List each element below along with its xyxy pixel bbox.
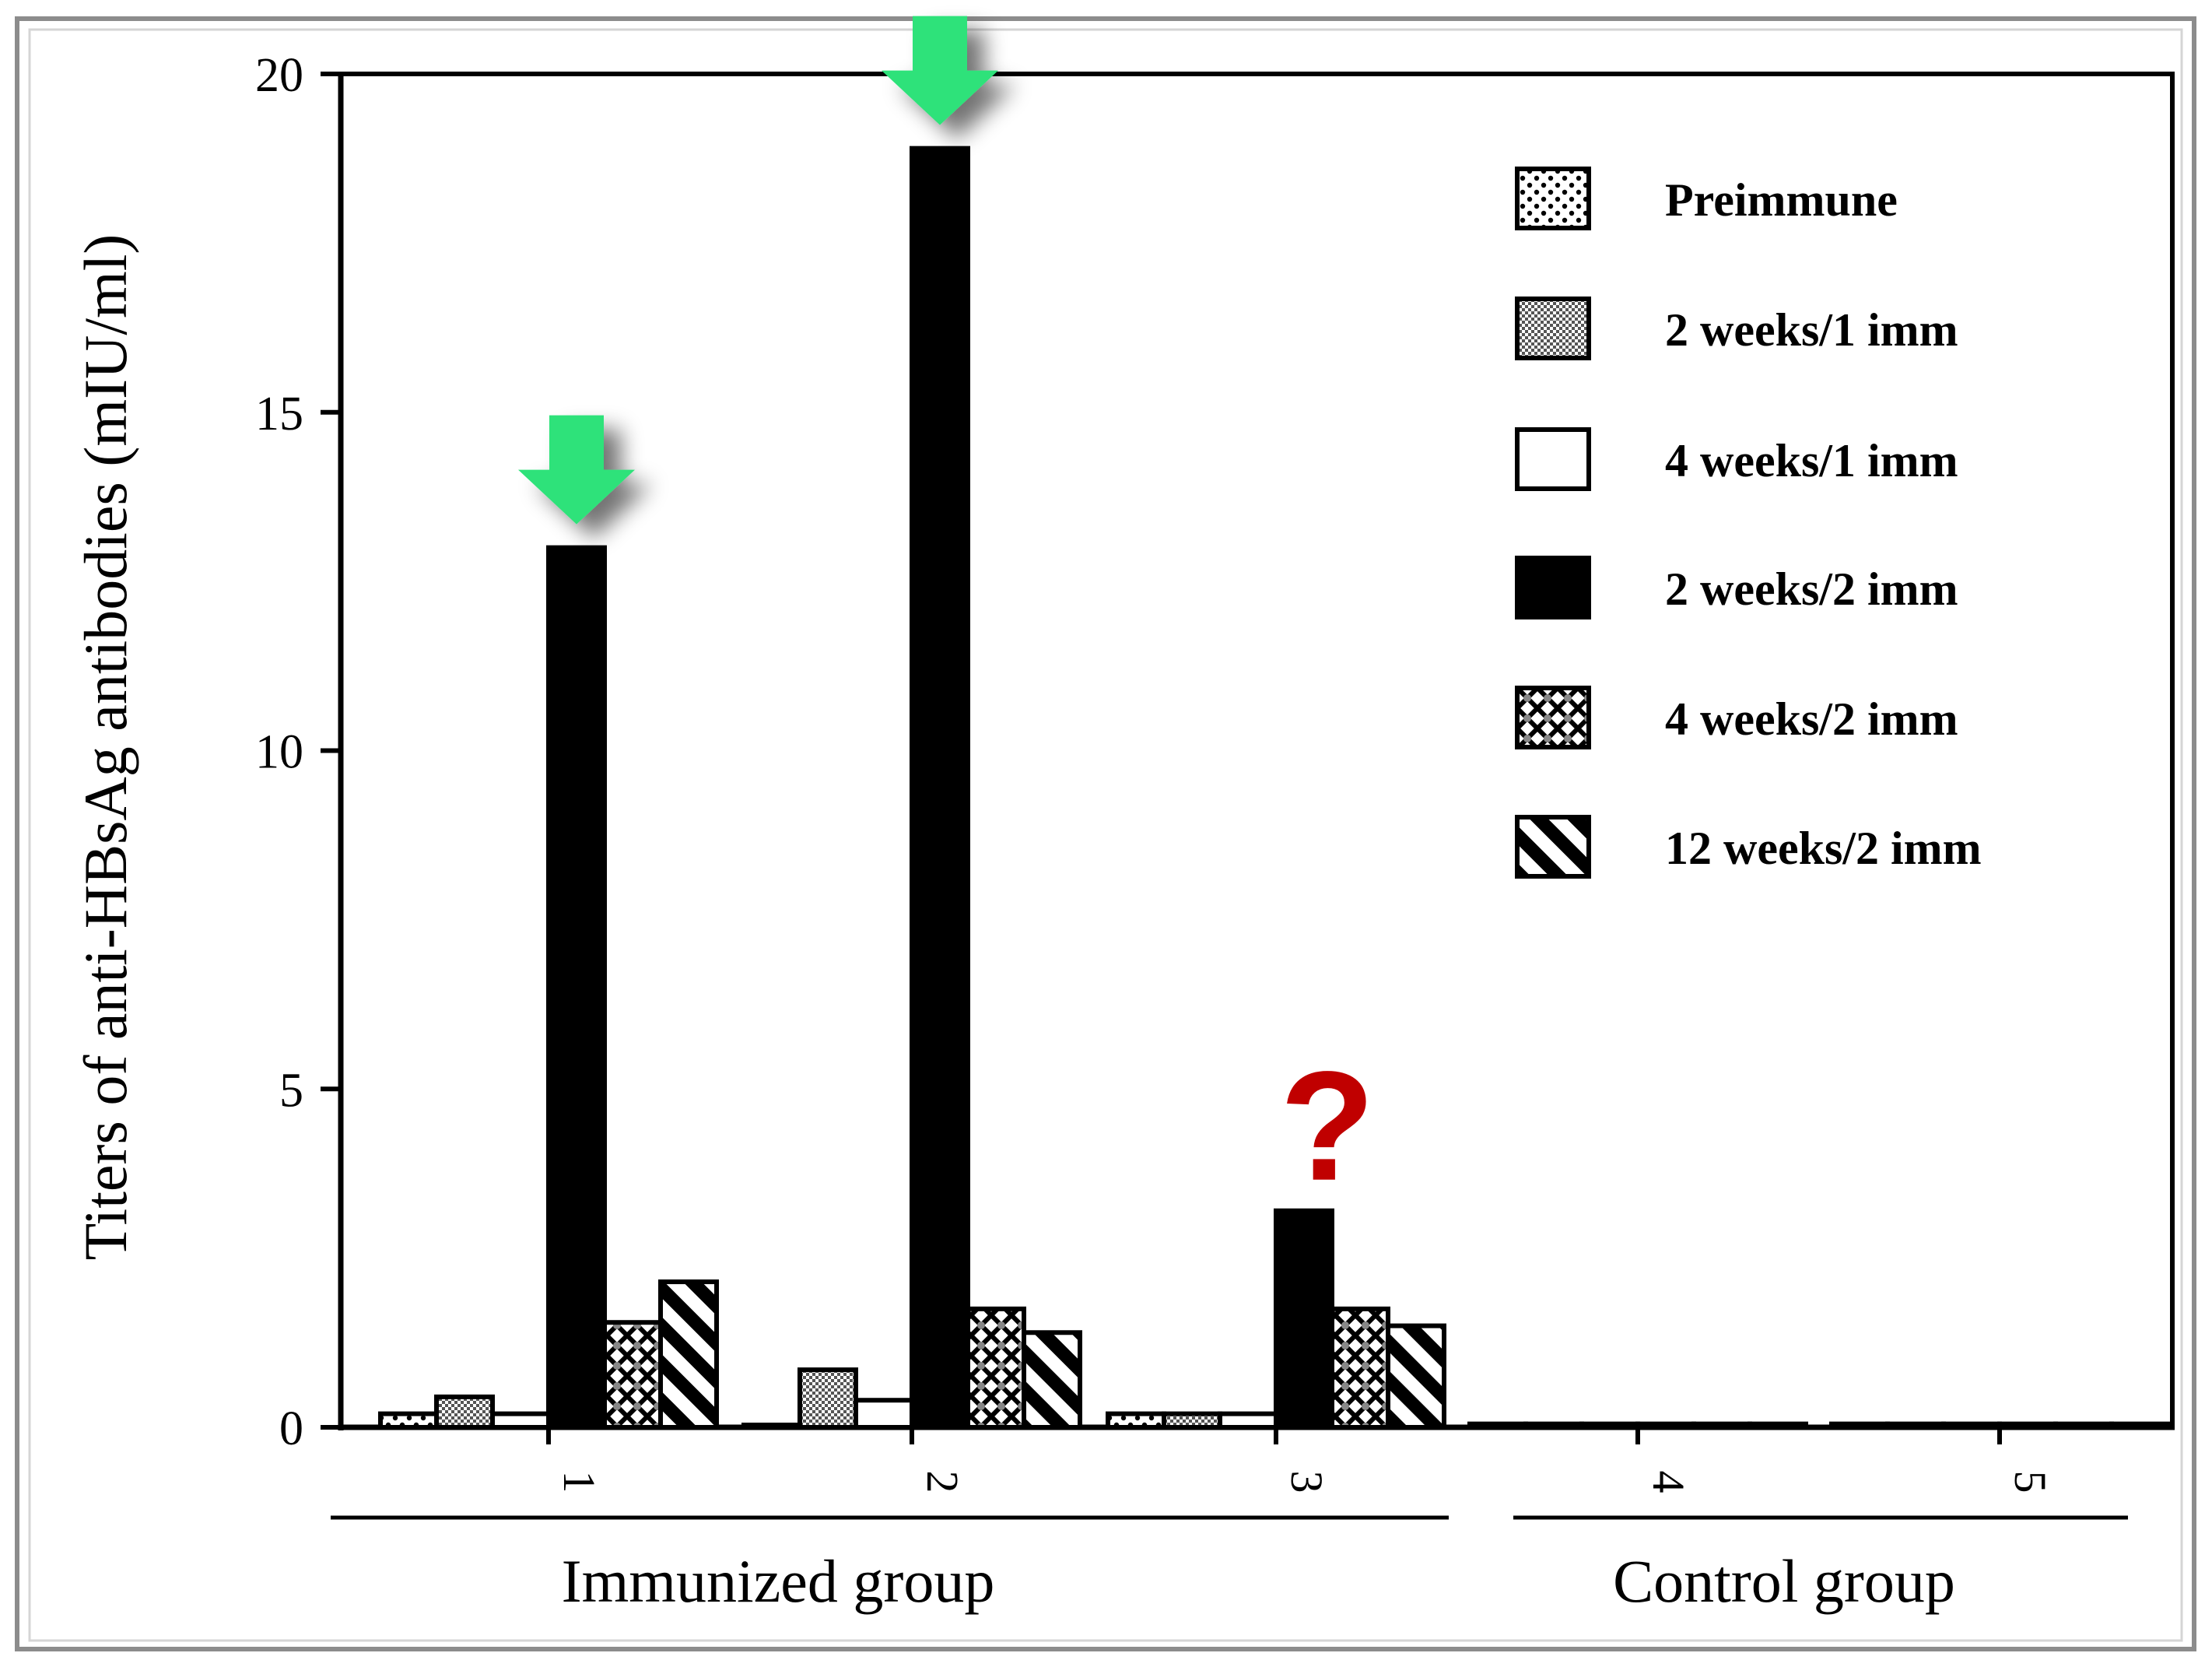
bar bbox=[1274, 1208, 1334, 1430]
legend-label: 2 weeks/1 imm bbox=[1665, 304, 1958, 356]
bar bbox=[1386, 1323, 1446, 1430]
down-arrow-icon bbox=[518, 415, 635, 525]
question-mark-annotation: ? bbox=[1280, 1040, 1375, 1213]
legend-label: 12 weeks/2 imm bbox=[1665, 823, 1982, 874]
group-label: Immunized group bbox=[562, 1547, 995, 1615]
bar bbox=[2053, 1421, 2114, 1430]
bar bbox=[1022, 1330, 1082, 1430]
legend-swatch bbox=[1515, 167, 1591, 230]
legend-swatch bbox=[1515, 686, 1591, 749]
annotations: ? bbox=[518, 16, 1375, 1213]
plot-area bbox=[338, 72, 2175, 1430]
bar bbox=[1330, 1306, 1390, 1430]
bar bbox=[1635, 1421, 1696, 1430]
x-tick-label: 4 bbox=[1643, 1471, 1694, 1493]
bar bbox=[1218, 1411, 1278, 1430]
legend-swatch bbox=[1515, 427, 1591, 491]
bar bbox=[1885, 1421, 1946, 1430]
inner-frame bbox=[28, 28, 2183, 1642]
legend-label: Preimmune bbox=[1665, 174, 1898, 226]
bar bbox=[1579, 1421, 1640, 1430]
bar bbox=[1691, 1421, 1752, 1430]
down-arrow-icon bbox=[882, 16, 998, 125]
y-tick-label: 0 bbox=[279, 1402, 303, 1455]
legend-swatch bbox=[1515, 815, 1591, 879]
bar bbox=[1162, 1411, 1222, 1430]
bar bbox=[434, 1394, 495, 1430]
bar bbox=[854, 1398, 914, 1430]
bar bbox=[1997, 1421, 2058, 1430]
legend: Preimmune 2 weeks/1 imm 4 weeks/1 imm 2 wee… bbox=[1515, 167, 1982, 879]
legend-swatch bbox=[1515, 556, 1591, 619]
group-label: Control group bbox=[1613, 1547, 1955, 1615]
bar bbox=[2109, 1421, 2170, 1430]
bar bbox=[1941, 1421, 2002, 1430]
outer-frame bbox=[15, 16, 2196, 1651]
y-tick-label: 15 bbox=[255, 388, 303, 440]
legend-label: 4 weeks/1 imm bbox=[1665, 435, 1958, 486]
bar bbox=[1467, 1421, 1528, 1430]
legend-label: 2 weeks/2 imm bbox=[1665, 563, 1958, 615]
bar bbox=[1523, 1421, 1584, 1430]
bar bbox=[546, 545, 607, 1430]
x-axis-ticks: 1 2 3 4 5 bbox=[546, 1427, 2056, 1493]
bar bbox=[798, 1367, 858, 1430]
x-tick-label: 1 bbox=[554, 1471, 605, 1493]
legend-swatch bbox=[1515, 297, 1591, 360]
bar bbox=[378, 1411, 439, 1430]
bar bbox=[1106, 1411, 1166, 1430]
y-tick-label: 5 bbox=[279, 1064, 303, 1117]
y-tick-label: 10 bbox=[255, 726, 303, 779]
bar bbox=[602, 1320, 663, 1430]
bar bbox=[910, 146, 970, 1430]
y-axis-label: Titers of anti-HBsAg antibodies (mIU/ml) bbox=[72, 234, 139, 1261]
x-tick-label: 5 bbox=[2005, 1471, 2056, 1493]
bar bbox=[1748, 1421, 1808, 1430]
bar bbox=[658, 1279, 719, 1430]
bar bbox=[1829, 1421, 1890, 1430]
x-tick-label: 3 bbox=[1281, 1471, 1332, 1493]
bar bbox=[741, 1423, 802, 1430]
bar bbox=[490, 1411, 551, 1430]
legend-label: 4 weeks/2 imm bbox=[1665, 693, 1958, 745]
category-groups: Immunized group Control group bbox=[331, 1515, 2128, 1615]
x-tick-label: 2 bbox=[917, 1471, 968, 1493]
bar bbox=[966, 1306, 1026, 1430]
y-tick-label: 20 bbox=[255, 49, 303, 102]
bars bbox=[378, 146, 2170, 1430]
y-axis-ticks: 0 5 10 15 20 bbox=[255, 49, 341, 1455]
